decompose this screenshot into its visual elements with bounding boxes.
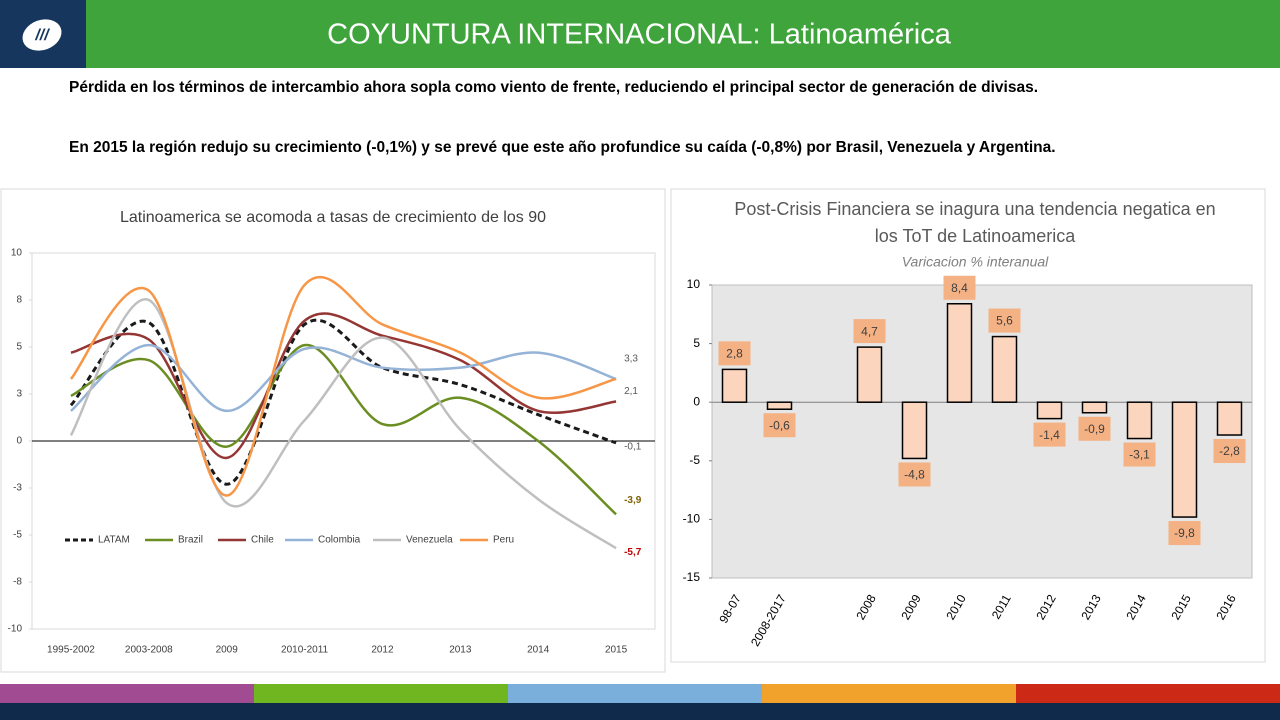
legend-label: Brazil: [178, 535, 203, 546]
strip: [1016, 684, 1280, 703]
strip: [254, 684, 508, 703]
data-label: -0,1: [624, 442, 642, 453]
data-label-bg: [1078, 416, 1111, 441]
y-tick-label: -5: [689, 453, 700, 467]
bar: [766, 401, 793, 410]
data-label: -9,8: [1174, 526, 1195, 540]
data-label-bg: [898, 462, 931, 487]
data-label-bg: [1033, 422, 1066, 447]
y-tick-label: 5: [693, 336, 700, 350]
data-label: -5,7: [624, 547, 642, 558]
y-tick-label: -5: [13, 530, 22, 541]
paragraph: En 2015 la región redujo su crecimiento …: [69, 139, 1056, 156]
bar: [1036, 401, 1063, 420]
legend-label: LATAM: [98, 535, 130, 546]
bar: [721, 368, 748, 403]
legend-label: Colombia: [318, 535, 361, 546]
y-tick-label: 10: [687, 277, 701, 291]
bar: [1081, 401, 1108, 414]
y-tick-label: 10: [11, 248, 23, 259]
data-label-bg: [988, 308, 1021, 333]
y-tick-label: 8: [16, 295, 22, 306]
data-label-bg: [853, 319, 886, 344]
data-label: -4,8: [904, 468, 925, 482]
data-label-bg: [718, 341, 751, 366]
plot-area: [711, 284, 1253, 579]
y-tick-label: 0: [16, 436, 22, 447]
data-label: 2,1: [624, 386, 638, 397]
y-tick-label: 0: [693, 394, 700, 408]
data-label-bg: [943, 275, 976, 300]
x-tick-label: 2009: [216, 645, 239, 656]
logo: [22, 19, 62, 51]
series-line: [69, 275, 617, 497]
series-line: [70, 343, 617, 516]
data-label: -1,4: [1039, 428, 1060, 442]
x-tick-label: 2012: [371, 645, 394, 656]
data-label: -0,9: [1084, 422, 1105, 436]
data-label: -3,1: [1129, 448, 1150, 462]
y-tick-label: 5: [16, 342, 22, 353]
strip: [0, 684, 254, 703]
data-label: 3,3: [624, 354, 638, 365]
strip: [508, 684, 762, 703]
paragraph: Pérdida en los términos de intercambio a…: [69, 79, 1039, 96]
footer-bar: [0, 703, 1280, 720]
data-label-bg: [1168, 521, 1201, 546]
chart-title: los ToT de Latinoamerica: [875, 226, 1076, 246]
series-line: [69, 318, 617, 486]
legend-label: Chile: [251, 535, 274, 546]
logo-mark: ///: [34, 27, 50, 44]
bar: [1171, 401, 1198, 518]
x-tick-label: 2003-2008: [125, 645, 173, 656]
header-title: COYUNTURA INTERNACIONAL: Latinoamérica: [327, 19, 952, 51]
chart-title: Post-Crisis Financiera se inagura una te…: [734, 199, 1215, 219]
y-tick-label: -10: [683, 512, 701, 526]
data-label: -2,8: [1219, 444, 1240, 458]
y-tick-label: -3: [13, 483, 22, 494]
panel: [0, 188, 666, 673]
data-label: -0,6: [769, 418, 790, 432]
bar: [901, 401, 928, 460]
bar: [1126, 401, 1153, 440]
bar: [946, 303, 973, 403]
y-tick-label: -15: [683, 570, 701, 584]
y-tick-label: -10: [8, 624, 23, 635]
data-label: 8,4: [951, 281, 968, 295]
x-tick-label: 2010-2011: [281, 645, 329, 656]
data-label-bg: [763, 413, 796, 438]
x-tick-label: 2013: [449, 645, 472, 656]
chart-title: Latinoamerica se acomoda a tasas de crec…: [120, 209, 546, 226]
x-tick-label: 2014: [527, 645, 550, 656]
series-line: [69, 298, 617, 550]
bar: [856, 346, 883, 403]
data-label: 2,8: [726, 347, 743, 361]
strip: [762, 684, 1016, 703]
y-tick-label: -8: [13, 577, 22, 588]
data-label: -3,9: [624, 495, 642, 506]
chart-subtitle: Varicacion % interanual: [902, 254, 1049, 270]
legend-label: Peru: [493, 535, 514, 546]
legend-label: Venezuela: [406, 535, 453, 546]
y-tick-label: 3: [16, 389, 22, 400]
x-tick-label: 2015: [605, 645, 628, 656]
series-line: [70, 343, 617, 413]
series-line: [70, 312, 617, 460]
data-label-bg: [1213, 439, 1246, 464]
bar: [991, 335, 1018, 403]
line-chart: Latinoamerica se acomoda a tasas de crec…: [8, 209, 656, 656]
data-label: 5,6: [996, 314, 1013, 328]
header-bar: [86, 0, 1280, 68]
x-tick-label: 1995-2002: [47, 645, 95, 656]
data-label: 4,7: [861, 324, 878, 338]
data-label-bg: [1123, 442, 1156, 467]
bar: [1216, 401, 1243, 436]
bar-chart: Post-Crisis Financiera se inagura una te…: [683, 199, 1253, 649]
